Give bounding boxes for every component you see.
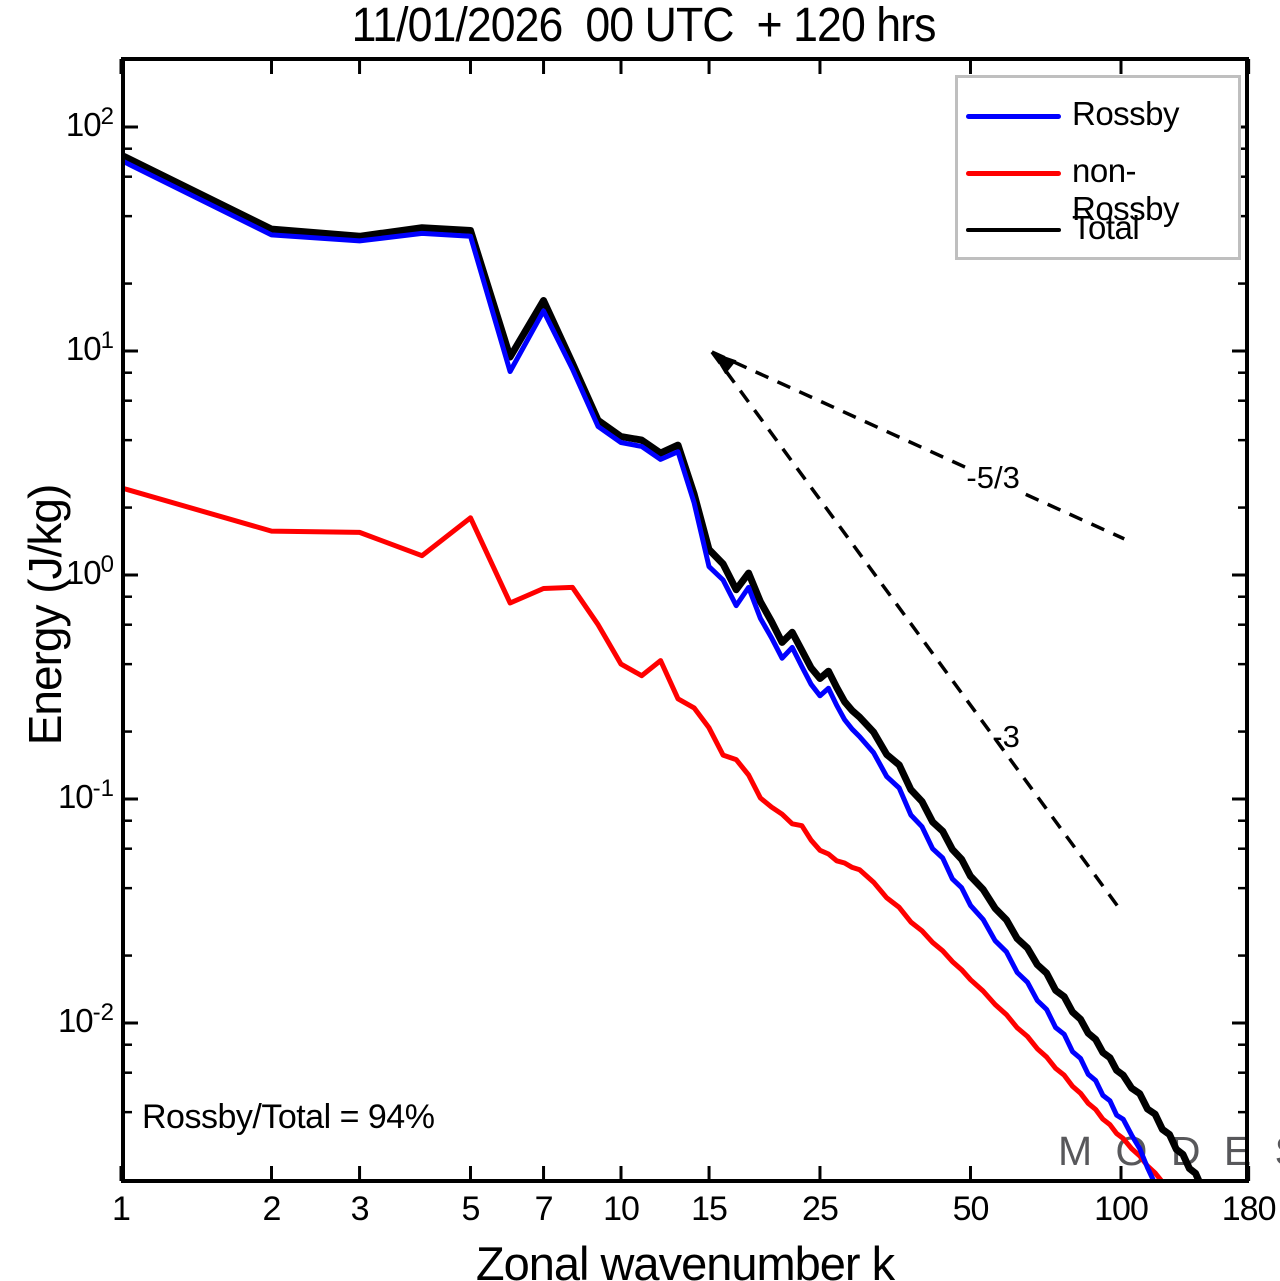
legend-label-rossby: Rossby [1072,95,1180,132]
x-tick-label: 25 [802,1190,839,1228]
nonrossby-curve [121,485,1167,1183]
y-tick-label: 102 [65,103,114,143]
slope-reference-lines [710,350,1125,911]
x-tick-label: 7 [534,1190,554,1228]
nonrossby-line-swatch [966,170,1061,176]
slope-line-dashed [1025,492,1125,541]
slope-line-dashed [710,350,1122,911]
slope-label-53: -5/3 [966,459,1020,495]
x-axis-label: Zonal wavenumber k [475,1237,895,1281]
plot-frame [121,57,1249,1183]
slope-line-dashed [711,350,966,469]
x-tick-label: 2 [262,1190,282,1228]
y-tick-label: 101 [65,327,114,367]
rossby-curve [121,157,1158,1183]
legend-label-nonrossby: non-Rossby [1072,152,1180,227]
y-tick-label: 100 [65,551,114,591]
x-tick-label: 5 [461,1190,481,1228]
x-tick-label: 3 [350,1190,370,1228]
plot-title: 11/01/2026 00 UTC + 120 hrs [351,0,937,52]
rossby-line-swatch [966,113,1061,119]
legend-box: Rossby non-Rossby Total [955,75,1241,260]
x-tick-label: 100 [1094,1190,1149,1228]
x-tick-label: 50 [952,1190,990,1228]
x-tick-label: 1 [112,1190,131,1228]
total-line-swatch [966,228,1061,232]
slope-label-3: -3 [992,718,1020,754]
rossby-total-ratio: Rossby/Total = 94% [142,1098,435,1136]
x-tick-label: 180 [1221,1190,1277,1228]
y-tick-label: 10-1 [57,775,114,815]
legend-label-total: Total [1072,209,1140,246]
x-tick-label: 15 [691,1190,728,1228]
y-tick-label: 10-2 [57,999,114,1039]
x-tick-label: 10 [603,1190,640,1228]
